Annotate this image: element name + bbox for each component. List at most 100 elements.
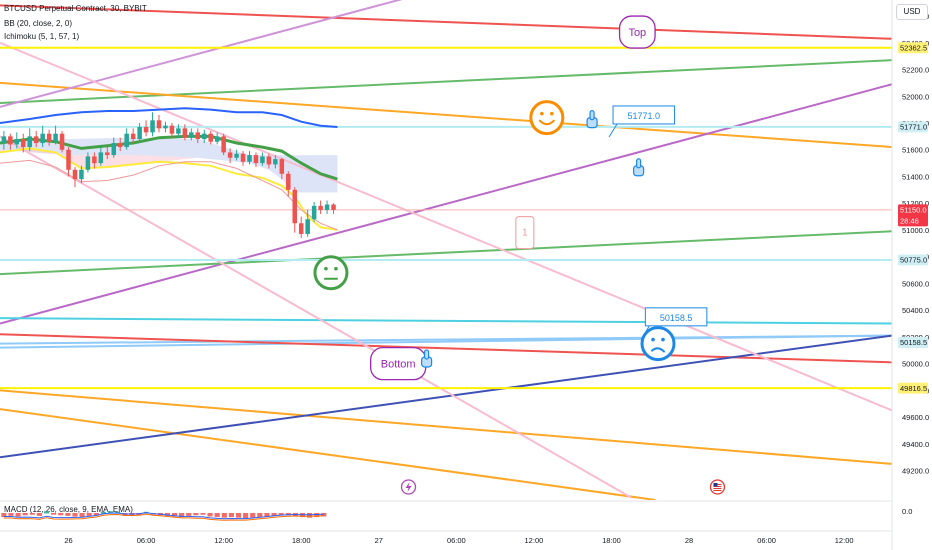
trend-line: [0, 41, 892, 412]
macd-histogram-bar: [1, 513, 7, 518]
macd-histogram-bar: [8, 513, 14, 516]
macd-histogram-bar: [207, 513, 213, 517]
happy-face-icon: [529, 100, 565, 136]
face-eye: [651, 337, 655, 342]
currency-button[interactable]: USD: [896, 4, 928, 20]
pointing-hand-icon: [633, 158, 645, 177]
price-tag-label: 50158.5: [900, 338, 927, 347]
macd-histogram-bar: [250, 513, 256, 518]
face-eye: [540, 111, 544, 116]
face-mouth: [651, 347, 666, 353]
candle-body: [305, 219, 310, 234]
price-tag-label: 51150.0: [900, 206, 927, 215]
callout-label: Top: [628, 27, 646, 39]
macd-histogram-bar: [86, 513, 92, 516]
ichimoku-indicator-label[interactable]: Ichimoku (5, 1, 57, 1): [4, 32, 80, 41]
x-tick-label: 26: [64, 536, 72, 545]
candle-body: [27, 136, 32, 148]
face-eye: [661, 337, 665, 342]
trend-line: [0, 4, 892, 40]
candle-body: [14, 139, 20, 145]
macd-histogram-bar: [193, 513, 199, 516]
candle-body: [189, 132, 194, 138]
macd-histogram-bar: [22, 513, 28, 516]
candle-body: [124, 133, 129, 148]
candle-body: [130, 133, 136, 140]
y-tick-label: 51200.0: [902, 199, 929, 208]
price-tag: [898, 336, 928, 348]
candle-body: [156, 120, 162, 129]
symbol-title[interactable]: BTCUSD Perpetual Contract, 30, BYBIT: [4, 4, 147, 13]
macd-histogram-bar: [93, 513, 99, 516]
x-tick-label: 18:00: [292, 536, 311, 545]
candle-body: [234, 153, 239, 158]
candle-body: [195, 132, 201, 140]
macd-histogram-bar: [285, 513, 291, 516]
macd-histogram-bar: [307, 513, 313, 518]
price-tag-label: 51771.0: [900, 123, 927, 132]
trend-line: [0, 317, 892, 325]
y-tick-label: 50400.0: [902, 306, 929, 315]
y-tick-label: 50600.0: [902, 279, 929, 288]
macd-histogram-bar: [164, 513, 170, 516]
trend-line: [0, 389, 892, 465]
candle-body: [169, 125, 175, 134]
price-tag-label: 52362.5: [900, 43, 927, 52]
candle-body: [105, 152, 110, 156]
candle-body: [311, 205, 317, 220]
candle-body: [143, 127, 149, 133]
numbered-box-label: 1: [522, 228, 528, 239]
candle-body: [176, 128, 181, 134]
x-tick-label: 12:00: [525, 536, 544, 545]
x-tick-label: 06:00: [757, 536, 776, 545]
macd-histogram-bar: [314, 513, 320, 518]
macd-histogram-bar: [271, 513, 277, 516]
candle-body: [324, 204, 330, 210]
candle-body: [111, 143, 117, 156]
macd-histogram-bar: [43, 511, 50, 514]
macd-histogram-bar: [72, 513, 78, 517]
macd-histogram-bar: [278, 513, 284, 516]
y-tick-label: 51000.0: [902, 226, 929, 235]
trend-line: [0, 334, 892, 349]
macd-histogram-bar: [257, 513, 263, 518]
candle-body: [292, 189, 298, 224]
macd-histogram-bar: [29, 513, 35, 515]
macd-histogram-bar: [179, 513, 185, 518]
numbered-box: [515, 216, 535, 250]
trend-line: [0, 230, 892, 276]
x-tick-label: 18:00: [602, 536, 621, 545]
callout-bubble: [618, 15, 656, 49]
bb-upper-band: [0, 107, 338, 128]
neutral-face-icon: [313, 255, 349, 291]
face-outline: [640, 326, 676, 362]
candle-body: [33, 136, 39, 144]
confused-face-icon: [640, 326, 676, 362]
us-flag-event-icon: [709, 479, 726, 495]
price-note-box: [612, 105, 676, 125]
x-tick-label: 06:00: [447, 536, 466, 545]
candle-body: [240, 153, 246, 162]
macd-histogram-bar: [235, 513, 242, 518]
macd-histogram-bar: [171, 513, 178, 517]
candle-body: [266, 156, 272, 165]
macd-histogram-bar: [243, 513, 249, 519]
candle-body: [331, 204, 336, 210]
macd-histogram-bar: [200, 513, 206, 515]
price-axis: 52600.052400.052200.052000.051800.051600…: [891, 0, 929, 550]
trend-line: [0, 333, 892, 364]
macd-histogram-bar: [65, 513, 71, 516]
tag-pointer: [608, 123, 618, 138]
bb-indicator-label[interactable]: BB (20, close, 2, 0): [4, 19, 73, 28]
price-tag-label: 49816.5: [900, 384, 927, 393]
flag-canton: [713, 483, 718, 487]
face-eye: [550, 111, 554, 116]
candle-body: [182, 128, 188, 138]
candle-body: [298, 223, 304, 234]
candle-body: [150, 120, 155, 133]
macd-signal-line: [3, 513, 324, 521]
x-tick-label: 28: [685, 536, 693, 545]
y-tick-label: 50000.0: [902, 360, 929, 369]
